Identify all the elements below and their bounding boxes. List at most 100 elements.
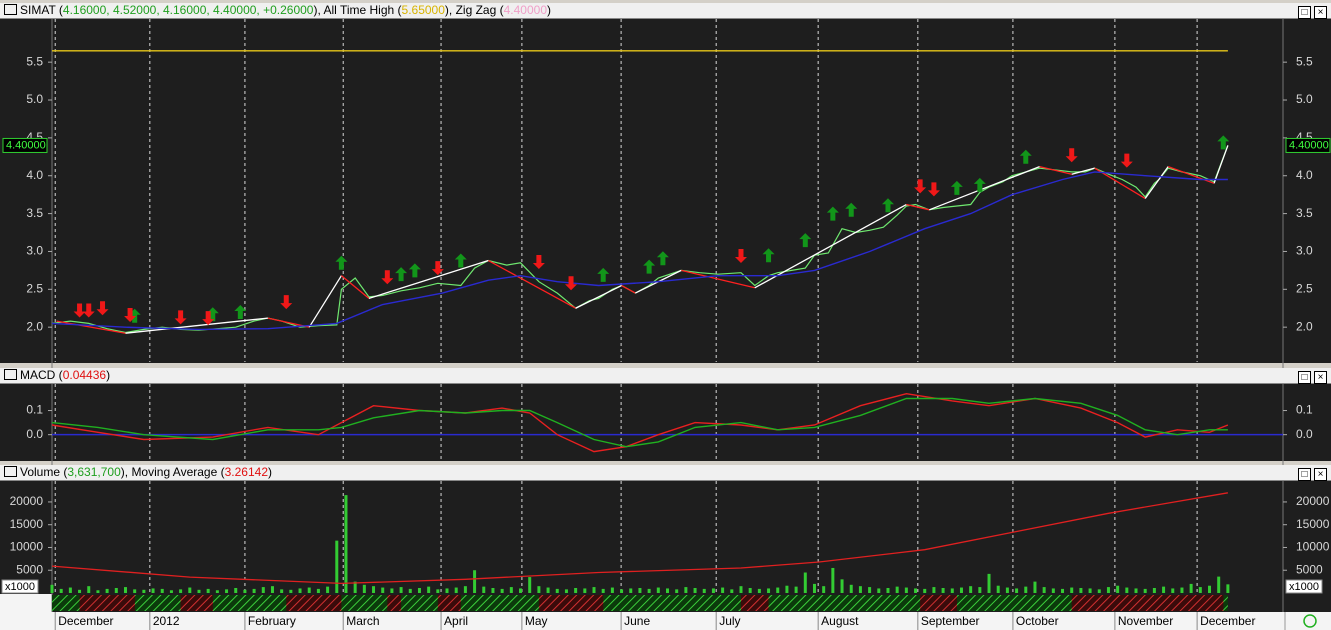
title: MACD [20, 368, 56, 382]
volume-bar [969, 586, 973, 593]
volume-bar [693, 587, 697, 593]
volume-bar [50, 584, 54, 593]
close-button[interactable]: × [1314, 371, 1327, 384]
volume-bar [822, 586, 826, 593]
zigzag-segment [1213, 145, 1229, 184]
volume-bar [362, 584, 366, 593]
zigzag-segment [488, 259, 576, 309]
volume-bar [87, 586, 91, 593]
volume-bar [509, 587, 513, 593]
volume-bar [675, 589, 679, 593]
zigzag-segment [681, 269, 755, 289]
y-tick-label: 2.0 [1296, 319, 1313, 333]
volume-bar [528, 577, 532, 593]
volume-bar [1180, 587, 1184, 593]
trend-band [933, 595, 957, 611]
volume-bar [289, 589, 293, 593]
close-button[interactable]: × [1314, 6, 1327, 19]
buy-arrow [1217, 135, 1230, 150]
y-tick-label: 5.0 [1296, 92, 1313, 106]
volume-bar [454, 587, 458, 593]
volume-bar [647, 588, 651, 593]
restore-button[interactable]: □ [1298, 371, 1311, 384]
volume-bar [721, 587, 725, 593]
value-box [2, 137, 48, 153]
price-header: SIMAT (4.16000, 4.52000, 4.16000, 4.4000… [0, 3, 1331, 19]
zigzag-segment [1071, 167, 1095, 175]
trend-band [102, 595, 135, 611]
volume-bar [105, 588, 109, 593]
sell-arrow [532, 255, 545, 270]
volume-bar [1088, 588, 1092, 593]
buy-arrow [454, 253, 467, 268]
volume-panel [0, 481, 1331, 594]
volume-bar [868, 587, 872, 593]
sell-arrow [202, 311, 215, 326]
buy-arrow [845, 202, 858, 217]
volume-bar [1171, 588, 1175, 593]
zigzag-segment [125, 317, 268, 334]
volume-bar [1198, 587, 1202, 593]
series-line [51, 171, 1228, 331]
volume-bar [280, 589, 284, 593]
y-tick-label: 0.1 [1296, 403, 1313, 417]
volume-bar [243, 589, 247, 593]
volume-bar [546, 587, 550, 593]
unit-label: x1000 [5, 581, 35, 593]
volume-bar [463, 586, 467, 593]
x-tick-label: 2012 [153, 614, 180, 628]
series-line [51, 392, 1229, 453]
volume-bar [959, 587, 963, 593]
volume-bar [739, 586, 743, 593]
volume-bar [68, 587, 72, 593]
y-tick-label: 3.0 [26, 244, 43, 258]
volume-bar [1162, 586, 1166, 593]
zigzag-segment [340, 275, 370, 299]
volume-bar [1070, 587, 1074, 593]
sell-arrow [927, 182, 940, 197]
buy-arrow [234, 305, 247, 320]
volume-bar [748, 587, 752, 593]
restore-button[interactable]: □ [1298, 6, 1311, 19]
buy-arrow [395, 267, 408, 282]
volume-bar [620, 589, 624, 593]
x-tick-label: March [346, 614, 379, 628]
y-tick-label: 5.0 [26, 92, 43, 106]
volume-bar [978, 587, 982, 593]
title: SIMAT [20, 3, 56, 17]
volume-bar [610, 587, 614, 593]
close-button[interactable]: × [1314, 468, 1327, 481]
title: Volume [20, 465, 61, 479]
sell-arrow [73, 303, 86, 318]
trend-band [130, 595, 135, 611]
volume-bar [711, 588, 715, 593]
x-tick-label: December [1200, 614, 1255, 628]
sell-arrow [914, 179, 927, 194]
legend-entry: All Time High [323, 3, 395, 17]
sell-arrow [1065, 148, 1078, 163]
volume-bar [197, 589, 201, 593]
volume-bar [261, 587, 265, 593]
volume-bar [1061, 588, 1065, 593]
x-tick-label: September [921, 614, 980, 628]
volume-bar [812, 583, 816, 593]
trend-band [387, 595, 402, 611]
y-tick-label: 3.5 [26, 206, 43, 220]
buy-arrow [973, 177, 986, 192]
volume-bar [684, 587, 688, 593]
zigzag-segment [1039, 166, 1072, 175]
legend-value: 3,631,700 [67, 465, 121, 479]
y-tick-label: 10000 [10, 540, 44, 554]
series-line [51, 145, 1229, 334]
volume-bar [1024, 586, 1028, 593]
zigzag-segment [308, 275, 342, 328]
volume-bar [904, 587, 908, 593]
restore-button[interactable]: □ [1298, 468, 1311, 481]
volume-bar [941, 587, 945, 593]
volume-bar [390, 588, 394, 593]
volume-bar [537, 586, 541, 593]
volume-bar [270, 586, 274, 593]
volume-bar [794, 586, 798, 593]
